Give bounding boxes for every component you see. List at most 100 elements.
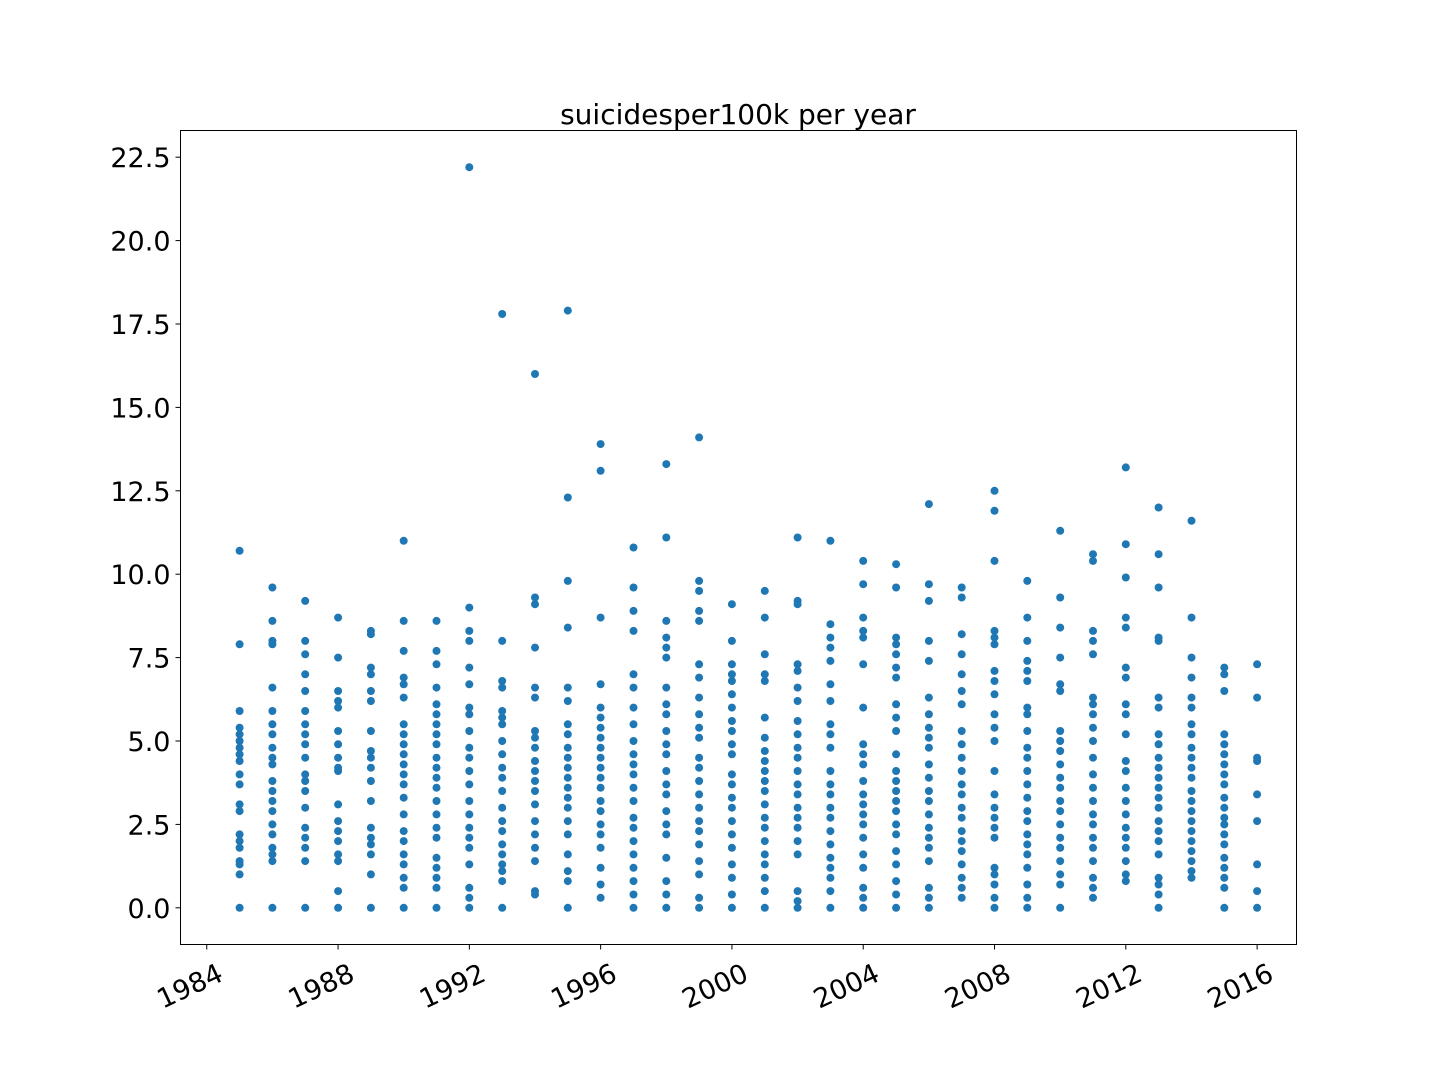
data-point-1985-8 [235,757,244,765]
data-point-2005-4 [892,650,901,659]
data-point-1999-21 [695,893,704,902]
data-point-1997-12 [629,783,638,792]
data-point-2011-18 [1089,857,1097,866]
data-point-1988-14 [334,850,343,859]
data-point-1994-17 [531,857,539,866]
data-point-1991-17 [432,853,441,862]
data-point-2005-12 [892,777,901,785]
data-point-1986-15 [268,820,277,829]
data-point-2002-7 [793,717,802,725]
data-point-2002-18 [793,850,802,859]
data-point-2012-17 [1121,843,1130,852]
data-point-2005-0 [892,560,901,569]
data-point-1985-13 [235,830,244,839]
data-point-1986-6 [268,720,277,729]
data-point-1998-8 [662,710,671,719]
data-point-2016-4 [1253,790,1262,799]
data-point-1997-20 [629,890,638,899]
data-point-1987-6 [301,720,310,729]
data-point-2014-21 [1187,873,1196,882]
data-point-1997-21 [629,903,638,912]
data-point-1993-3 [498,683,507,692]
data-point-1985-18 [235,870,244,879]
data-point-2010-9 [1056,760,1065,769]
data-point-2012-20 [1121,877,1130,886]
data-point-2006-15 [924,823,933,832]
data-point-2003-12 [826,790,835,799]
y-tick-label-1: 2.5 [128,810,171,841]
data-point-1992-11 [465,767,474,775]
data-point-2002-19 [793,887,802,896]
data-point-1986-7 [268,730,277,739]
data-point-1996-13 [596,797,605,805]
data-point-2005-15 [892,807,901,816]
data-point-1989-10 [366,777,375,785]
data-point-1988-0 [334,613,343,622]
data-point-2006-6 [924,710,933,719]
data-point-1994-7 [531,733,539,742]
data-point-1995-7 [563,730,572,739]
data-point-2001-1 [760,613,769,622]
data-point-1993-1 [498,636,507,645]
data-point-2002-15 [793,813,802,822]
data-point-2010-13 [1056,807,1065,816]
data-point-1998-7 [662,700,671,709]
data-point-1999-7 [695,693,704,702]
data-point-1998-15 [662,807,671,816]
data-point-2005-3 [892,640,901,649]
data-point-2008-16 [990,823,999,832]
data-point-1987-5 [301,707,310,715]
data-point-2007-9 [957,753,966,762]
data-point-1995-8 [563,743,572,752]
data-point-2004-19 [859,893,868,902]
data-point-2008-7 [990,677,999,685]
data-point-2000-21 [727,903,736,912]
data-point-1995-9 [563,753,572,762]
data-point-2000-20 [727,890,736,899]
data-point-2004-8 [859,750,868,759]
data-point-1999-22 [695,903,704,912]
data-point-2015-18 [1220,883,1229,892]
data-point-2003-2 [826,633,835,642]
data-point-2014-11 [1187,773,1196,782]
data-point-2008-18 [990,863,999,872]
data-point-1998-17 [662,830,671,839]
data-point-1991-7 [432,730,441,739]
data-point-2008-22 [990,903,999,912]
data-point-1997-19 [629,877,638,886]
data-point-1993-12 [498,803,507,812]
data-point-2010-6 [1056,727,1065,735]
data-point-2000-3 [727,670,736,679]
data-point-2014-4 [1187,693,1196,702]
data-point-2006-13 [924,797,933,805]
data-point-1991-6 [432,720,441,729]
data-point-1998-20 [662,890,671,899]
data-point-1992-5 [465,680,474,689]
data-point-2013-15 [1154,817,1163,826]
data-point-2014-2 [1187,653,1196,662]
data-point-2012-7 [1121,700,1130,709]
data-point-1986-11 [268,777,277,785]
data-point-1996-6 [596,723,605,732]
data-point-1988-11 [334,817,343,826]
data-point-1986-8 [268,743,277,752]
data-point-2012-2 [1121,573,1130,582]
data-point-1991-12 [432,783,441,792]
data-point-2007-16 [957,837,966,846]
data-point-2001-17 [760,860,769,869]
data-point-1987-13 [301,803,310,812]
data-point-2001-4 [760,677,769,685]
data-point-2008-20 [990,880,999,889]
data-point-1999-11 [695,753,704,762]
data-point-1986-4 [268,683,277,692]
data-point-1995-14 [563,803,572,812]
data-point-2004-13 [859,810,868,819]
data-point-2006-8 [924,733,933,742]
data-point-2007-2 [957,630,966,639]
data-point-1993-20 [498,903,507,912]
data-point-2004-7 [859,740,868,749]
data-point-1997-5 [629,683,638,692]
data-point-1989-7 [366,747,375,755]
data-point-2003-7 [826,720,835,729]
data-point-2005-13 [892,787,901,795]
